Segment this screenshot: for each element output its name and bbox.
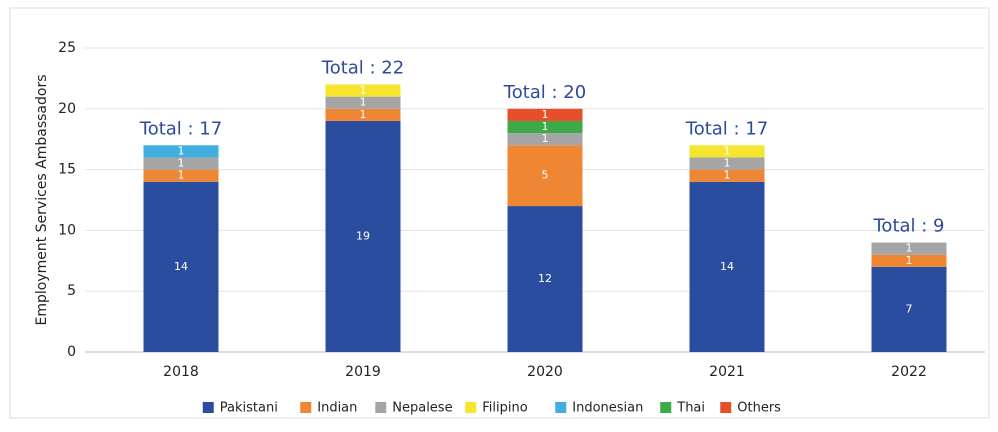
legend-swatch bbox=[465, 402, 477, 413]
y-tick-label: 20 bbox=[58, 101, 76, 117]
data-label: 1 bbox=[542, 132, 549, 145]
data-label: 1 bbox=[360, 84, 367, 97]
bar-segment bbox=[871, 254, 947, 267]
bar-segment bbox=[507, 145, 583, 207]
legend-label: Indian bbox=[317, 401, 357, 416]
data-label: 12 bbox=[538, 272, 552, 285]
data-label: 14 bbox=[720, 260, 734, 273]
legend-swatch bbox=[300, 402, 312, 413]
data-label: 1 bbox=[178, 157, 185, 170]
x-tick-label: 2021 bbox=[709, 364, 745, 380]
legend-label: Others bbox=[737, 401, 781, 416]
data-label: 1 bbox=[360, 96, 367, 109]
data-label: 1 bbox=[906, 242, 913, 255]
y-tick-label: 0 bbox=[67, 344, 76, 360]
y-axis-label: Employment Services Ambassadors bbox=[34, 74, 50, 325]
legend-swatch bbox=[720, 402, 732, 413]
bar-segment bbox=[143, 181, 219, 352]
bar-segment bbox=[689, 169, 765, 182]
bar-segment bbox=[325, 84, 401, 97]
legend-swatch bbox=[202, 402, 214, 413]
data-label: 14 bbox=[174, 260, 188, 273]
legend-swatch bbox=[660, 402, 672, 413]
data-label: 1 bbox=[542, 108, 549, 121]
data-label: 1 bbox=[178, 144, 185, 157]
x-tick-label: 2020 bbox=[527, 364, 563, 380]
total-label: Total : 17 bbox=[685, 118, 768, 139]
x-tick-label: 2019 bbox=[345, 364, 381, 380]
data-label: 1 bbox=[178, 169, 185, 182]
data-label: 1 bbox=[360, 108, 367, 121]
bar-segment bbox=[507, 120, 583, 134]
y-tick-label: 10 bbox=[58, 222, 76, 238]
bar-segment bbox=[871, 242, 947, 255]
legend-label: Pakistani bbox=[220, 401, 278, 416]
bar-segment bbox=[143, 169, 219, 182]
legend-swatch bbox=[555, 402, 567, 413]
total-label: Total : 9 bbox=[873, 216, 945, 237]
x-tick-label: 2018 bbox=[163, 364, 199, 380]
bar-segment bbox=[143, 157, 219, 170]
data-label: 1 bbox=[724, 144, 731, 157]
bar-segment bbox=[325, 96, 401, 109]
legend-label: Indonesian bbox=[572, 401, 643, 416]
bar-segment bbox=[507, 206, 583, 352]
bar-segment bbox=[507, 108, 583, 121]
total-label: Total : 17 bbox=[139, 118, 222, 139]
data-label: 19 bbox=[356, 229, 370, 242]
legend-label: Nepalese bbox=[392, 401, 452, 416]
bar-segment bbox=[143, 145, 219, 158]
chart-frame bbox=[9, 7, 990, 419]
legend-label: Filipino bbox=[482, 401, 527, 416]
bar-segment bbox=[325, 120, 401, 353]
bar-segment bbox=[689, 157, 765, 170]
y-tick-label: 5 bbox=[67, 283, 76, 299]
total-label: Total : 20 bbox=[503, 82, 586, 103]
data-label: 1 bbox=[724, 169, 731, 182]
x-tick-label: 2022 bbox=[891, 364, 927, 380]
bar-segment bbox=[507, 133, 583, 146]
data-label: 5 bbox=[542, 169, 549, 182]
y-tick-label: 15 bbox=[58, 162, 76, 178]
total-label: Total : 22 bbox=[321, 57, 404, 78]
data-label: 1 bbox=[906, 254, 913, 267]
data-label: 7 bbox=[906, 302, 913, 315]
bar-segment bbox=[871, 266, 947, 352]
bar-segment bbox=[689, 181, 765, 352]
legend-label: Thai bbox=[676, 401, 705, 416]
bar-segment bbox=[325, 108, 401, 121]
bar-segment bbox=[689, 145, 765, 158]
data-label: 1 bbox=[542, 120, 549, 133]
y-tick-label: 25 bbox=[58, 40, 76, 56]
legend-swatch bbox=[375, 402, 387, 413]
data-label: 1 bbox=[724, 157, 731, 170]
